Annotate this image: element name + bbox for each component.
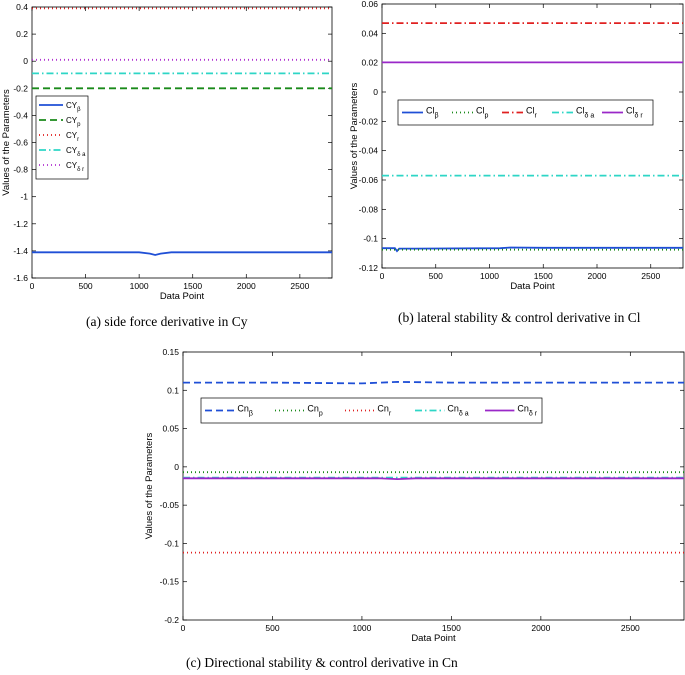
- chart-c-x-tick-label: 1500: [442, 623, 461, 633]
- chart-a-x-tick-label: 0: [30, 281, 35, 291]
- chart-b-legend-label: Clr: [526, 106, 538, 120]
- chart-b-y-tick-label: 0.04: [361, 28, 378, 38]
- chart-b-x-tick-label: 1500: [534, 271, 553, 281]
- chart-c-y-tick-label: -0.2: [164, 615, 179, 625]
- chart-c-y-tick-label: 0.15: [162, 347, 179, 357]
- chart-a-legend-label-subscript: δ a: [77, 152, 86, 158]
- chart-b-y-tick-label: -0.02: [359, 116, 379, 126]
- chart-c-x-tick-label: 0: [181, 623, 186, 633]
- chart-b-legend-label-subscript: β: [435, 113, 439, 120]
- chart-c-x-axis-label: Data Point: [411, 633, 456, 644]
- caption-c: (c) Directional stability & control deri…: [186, 655, 458, 670]
- chart-a-x-tick-label: 2000: [237, 281, 256, 291]
- chart-a-x-tick-label: 1000: [130, 281, 149, 291]
- chart-a-x-tick-label: 1500: [183, 281, 202, 291]
- chart-c-x-tick-label: 2000: [531, 623, 550, 633]
- chart-b-y-tick-label: 0.02: [361, 58, 378, 68]
- chart-b-legend-label-subscript: p: [485, 113, 489, 120]
- chart-a-y-tick-label: -1.2: [13, 219, 28, 229]
- chart-c-y-tick-label: -0.05: [160, 500, 180, 510]
- chart-b-legend-label-subscript: δ a: [585, 113, 595, 120]
- chart-a-y-tick-label: -0.2: [13, 83, 28, 93]
- chart-a-y-axis-label: Values of the Parameters: [1, 89, 12, 196]
- chart-a-legend-label-subscript: β: [77, 107, 81, 113]
- chart-c-y-tick-label: 0.1: [167, 385, 179, 395]
- chart-a-x-axis-label: Data Point: [160, 291, 205, 302]
- chart-a-y-tick-label: -1.6: [13, 273, 28, 283]
- chart-b-y-tick-label: -0.06: [359, 175, 379, 185]
- chart-c-legend-label-subscript: δ r: [529, 411, 538, 418]
- chart-c: 0 500 1000 1500 2000 2500 0.15 0.1 0.05 0 -0.05 -0.…: [144, 347, 685, 644]
- chart-b-axes-frame: [381, 3, 684, 269]
- chart-c-x-tick-label: 2500: [621, 623, 640, 633]
- caption-b: (b) lateral stability & control derivati…: [398, 310, 641, 325]
- chart-b-y-tick-label: 0.06: [361, 0, 378, 9]
- chart-a-legend-label-subscript: p: [77, 122, 81, 128]
- chart-c-legend-label-subscript: r: [389, 411, 392, 418]
- chart-c-y-tick-label: -0.1: [164, 538, 179, 548]
- chart-c-y-axis-label: Values of the Parameters: [144, 433, 155, 540]
- chart-c-legend-label-subscript: p: [319, 411, 323, 418]
- chart-b-y-tick-label: -0.12: [359, 263, 379, 273]
- chart-b-x-tick-label: 0: [380, 271, 385, 281]
- chart-b-series-line-0: [382, 246, 683, 253]
- chart-a-x-tick-label: 2500: [290, 281, 309, 291]
- chart-b-y-tick-label: -0.04: [359, 146, 379, 156]
- chart-c-y-tick-label: -0.15: [160, 577, 180, 587]
- chart-a-y-tick-label: -0.8: [13, 165, 28, 175]
- chart-b-x-tick-label: 2000: [588, 271, 607, 281]
- chart-b-y-axis-label: Values of the Parameters: [349, 83, 360, 190]
- chart-b-legend-label-subscript: r: [535, 113, 538, 120]
- chart-a-y-tick-label: -0.4: [13, 110, 28, 120]
- chart-a-legend-label-subscript: r: [77, 137, 79, 143]
- chart-b-y-tick-label: -0.1: [363, 234, 378, 244]
- chart-a-legend-label-subscript: δ r: [77, 167, 84, 173]
- chart-b-x-tick-label: 1000: [480, 271, 499, 281]
- chart-a-y-tick-label: 0.2: [16, 29, 28, 39]
- chart-b: 0 500 1000 1500 2000 2500 0.06 0.04 0.02 0 -0.02 -0…: [349, 0, 684, 292]
- chart-a-y-tick-label: -1: [20, 192, 28, 202]
- chart-a-y-tick-label: -0.6: [13, 138, 28, 148]
- chart-c-y-tick-label: 0: [174, 462, 179, 472]
- chart-c-axes-frame: [182, 351, 685, 621]
- chart-c-x-tick-label: 500: [265, 623, 279, 633]
- chart-c-x-tick-label: 1000: [352, 623, 371, 633]
- chart-c-series-line-0: [183, 380, 684, 385]
- chart-a-y-tick-label: 0.4: [16, 2, 28, 12]
- chart-a: 0 500 1000 1500 2000 2500 0.4 0.2 0 -0.2 -0.4 -0.6 -…: [1, 2, 333, 302]
- chart-b-legend-label-subscript: δ r: [635, 113, 644, 120]
- chart-c-legend-label-subscript: β: [249, 411, 253, 418]
- chart-a-y-tick-label: 0: [23, 56, 28, 66]
- chart-a-series-line-0: [32, 251, 332, 256]
- chart-a-x-tick-label: 500: [78, 281, 92, 291]
- chart-a-legend-box: [35, 95, 89, 180]
- chart-b-x-tick-label: 500: [429, 271, 443, 281]
- chart-c-y-tick-label: 0.05: [162, 424, 179, 434]
- chart-c-series-line-4: [183, 477, 684, 481]
- chart-b-x-tick-label: 2500: [641, 271, 660, 281]
- chart-c-legend-label-subscript: δ a: [459, 411, 469, 418]
- chart-a-y-tick-label: -1.4: [13, 246, 28, 256]
- chart-b-x-axis-label: Data Point: [510, 281, 555, 292]
- chart-b-y-tick-label: -0.08: [359, 204, 379, 214]
- chart-b-y-tick-label: 0: [373, 87, 378, 97]
- caption-a: (a) side force derivative in Cy: [86, 314, 248, 329]
